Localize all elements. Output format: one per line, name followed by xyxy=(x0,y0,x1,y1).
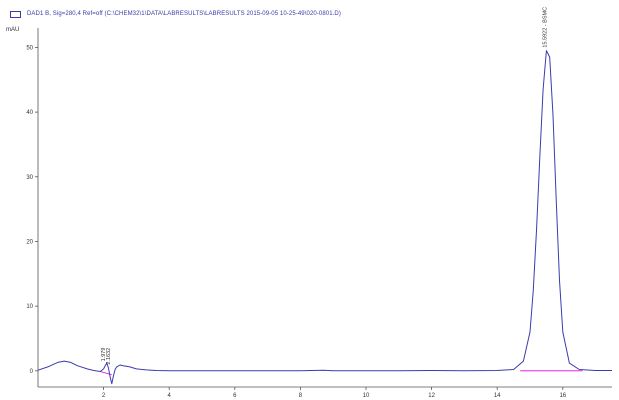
peak-label: 1.979 xyxy=(101,348,107,362)
peak-label: 2.1632 xyxy=(106,348,112,365)
x-tick-label: 6 xyxy=(233,393,237,399)
chromatogram-trace xyxy=(37,50,612,385)
y-tick-label: 0 xyxy=(30,369,34,375)
x-tick-label: 4 xyxy=(168,393,172,399)
x-tick-label: 16 xyxy=(559,393,566,399)
y-tick-label: 20 xyxy=(26,239,33,245)
legend-text: DAD1 B, Sig=280,4 Ref=off (C:\CHEM32\1\D… xyxy=(27,11,341,17)
legend-swatch xyxy=(10,10,21,18)
y-tick-label: 30 xyxy=(26,175,33,181)
y-tick-label: 40 xyxy=(26,110,33,116)
x-tick-label: 10 xyxy=(363,393,370,399)
y-tick-label: 10 xyxy=(26,304,33,310)
x-tick-label: 14 xyxy=(494,393,501,399)
y-tick-label: 50 xyxy=(26,45,33,51)
x-tick-label: 12 xyxy=(428,393,435,399)
x-tick-label: 2 xyxy=(102,393,106,399)
legend: DAD1 B, Sig=280,4 Ref=off (C:\CHEM32\1\D… xyxy=(10,9,341,19)
y-axis-label: mAU xyxy=(6,27,20,33)
x-tick-label: 8 xyxy=(299,393,303,399)
peak-label: 15.5922 - BSMC xyxy=(542,7,548,48)
